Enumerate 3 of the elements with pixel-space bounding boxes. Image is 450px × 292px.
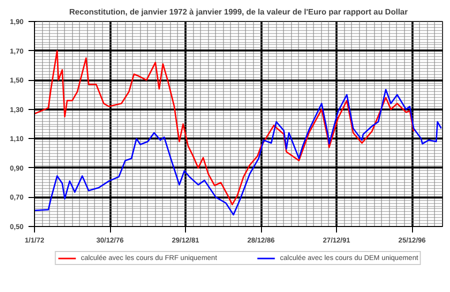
line-series (34, 88, 442, 216)
chart-title: Reconstitution, de janvier 1972 à janvier 1999, de la valeur de l'Euro par rapport au Dollar (69, 8, 408, 16)
line-series (34, 50, 414, 206)
